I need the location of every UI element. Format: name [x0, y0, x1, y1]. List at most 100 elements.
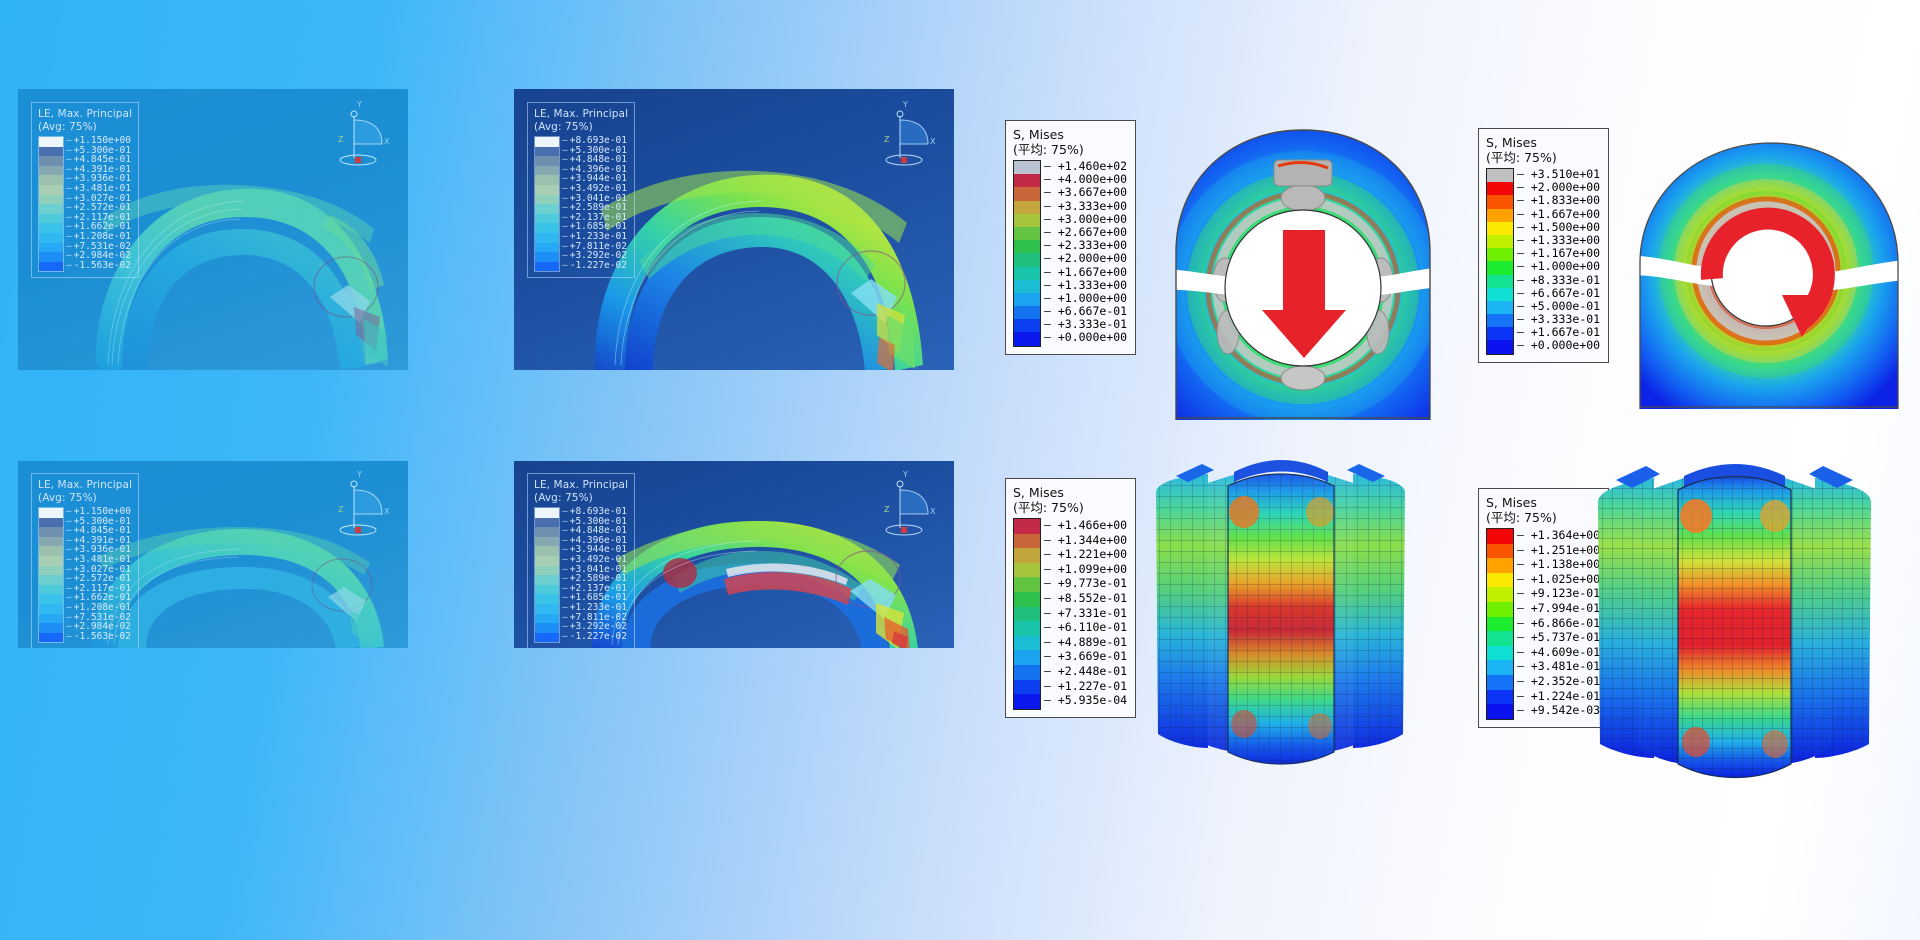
- legend-swatch: [535, 508, 559, 518]
- legend-swatch: [39, 575, 63, 585]
- legend-swatch: [39, 536, 63, 547]
- mises-tick: +8.333e-01: [1517, 273, 1600, 287]
- legend-tick: +3.936e-01: [66, 545, 131, 555]
- legend-tick: +3.041e-01: [562, 564, 627, 575]
- legend-swatch: [535, 204, 559, 214]
- legend-top-left: LE, Max. Principal (Avg: 75%) +1.150e+00…: [31, 102, 140, 279]
- legend-swatch: [535, 242, 559, 253]
- legend-swatch: [39, 242, 63, 253]
- mises-swatch: [1487, 704, 1513, 719]
- mises-tick: +6.866e-01: [1517, 616, 1600, 631]
- svg-text:X: X: [930, 137, 936, 146]
- mises-legend-tunnel-vertical: S, Mises (平均: 75%) +1.460e+02+4.000e+00+…: [1005, 120, 1137, 355]
- legend-swatch: [535, 213, 559, 224]
- mises-tick: +1.000e+00: [1517, 260, 1600, 273]
- legend-swatch: [39, 213, 63, 224]
- svg-text:Y: Y: [902, 470, 908, 479]
- orientation-triad-top-left: Y X Z: [330, 98, 394, 172]
- legend-tick: +4.391e-01: [66, 536, 131, 546]
- legend-swatch: [535, 223, 559, 233]
- legend-title: LE, Max. Principal: [534, 108, 629, 120]
- legend-swatch: [535, 555, 559, 566]
- legend-swatch: [39, 184, 63, 195]
- mises-tick: +1.333e+00: [1044, 278, 1127, 292]
- mises-title: S, Mises: [1013, 127, 1064, 142]
- legend-swatch: [39, 204, 63, 214]
- mises-tick: +3.669e-01: [1044, 649, 1127, 664]
- mises-tick: +3.333e-01: [1517, 312, 1600, 326]
- viewport-top-right[interactable]: LE, Max. Principal (Avg: 75%) +8.693e-01…: [514, 89, 954, 370]
- legend-swatch: [39, 146, 63, 157]
- mises-tick: +1.460e+02: [1044, 159, 1127, 173]
- mises-tick: +1.466e+00: [1044, 518, 1127, 533]
- legend-swatch: [39, 546, 63, 556]
- legend-tick: +2.572e-01: [66, 574, 131, 584]
- svg-text:Z: Z: [884, 505, 890, 514]
- legend-tick: +2.137e-01: [562, 213, 627, 223]
- mises-tick: +1.000e+00: [1044, 291, 1127, 305]
- mises-swatch: [1014, 635, 1040, 651]
- mises-swatch: [1487, 660, 1513, 675]
- mises-legend-tunnel-rotational: S, Mises (平均: 75%) +3.510e+01+2.000e+00+…: [1478, 128, 1610, 363]
- mises-tick: +1.138e+00: [1517, 557, 1600, 572]
- mises-tick: +6.667e-01: [1044, 304, 1127, 318]
- legend-swatch: [39, 252, 63, 262]
- legend-tick-values: +8.693e-01+5.300e-01+4.848e-01+4.396e-01…: [562, 136, 627, 272]
- tunnel-cross-section-rotational: [1632, 133, 1910, 411]
- mises-tick: +1.667e-01: [1517, 326, 1600, 339]
- mises-tick: +6.110e-01: [1044, 620, 1127, 635]
- legend-tick: +3.292e-02: [562, 251, 627, 261]
- mises-tick: +2.352e-01: [1517, 674, 1600, 689]
- mises-swatch: [1014, 679, 1040, 695]
- segment-ring-mesh-b: [1592, 458, 1877, 788]
- mises-tick: +1.333e+00: [1517, 233, 1600, 247]
- legend-tick: +1.208e-01: [66, 232, 131, 242]
- mises-swatch: [1014, 591, 1040, 607]
- legend-tick: +1.150e+00: [66, 507, 131, 517]
- mises-swatch: [1487, 182, 1513, 196]
- mises-tick: +1.364e+00: [1517, 528, 1600, 543]
- legend-swatch: [39, 156, 63, 166]
- mises-tick-values: +1.460e+02+4.000e+00+3.667e+00+3.333e+00…: [1044, 159, 1127, 347]
- mises-tick: +4.889e-01: [1044, 635, 1127, 650]
- mises-swatch: [1014, 319, 1040, 333]
- legend-swatch: [535, 565, 559, 576]
- legend-swatch: [535, 632, 559, 643]
- legend-tick: +1.233e-01: [562, 232, 627, 242]
- mises-swatch: [1014, 174, 1040, 188]
- legend-swatch: [535, 232, 559, 243]
- legend-swatch: [39, 527, 63, 537]
- mises-swatch: [1487, 601, 1513, 617]
- mises-swatch: [1014, 213, 1040, 227]
- mises-color-swatches: [1013, 518, 1041, 710]
- mises-swatch: [1487, 261, 1513, 275]
- mises-swatch: [1487, 587, 1513, 602]
- viewport-bottom-left[interactable]: LE, Max. Principal (Avg: 75%) +1.150e+00…: [18, 461, 408, 648]
- legend-title: LE, Max. Principal: [534, 479, 629, 491]
- legend-swatch: [39, 613, 63, 624]
- legend-swatch: [535, 613, 559, 624]
- legend-color-swatches: [534, 136, 560, 273]
- legend-tick: +3.481e-01: [66, 184, 131, 194]
- mises-swatch: [1487, 631, 1513, 646]
- viewport-bottom-right[interactable]: LE, Max. Principal (Avg: 75%) +8.693e-01…: [514, 461, 954, 648]
- legend-tick: +3.027e-01: [66, 193, 131, 204]
- legend-swatch: [535, 575, 559, 585]
- mises-tick: +1.251e+00: [1517, 543, 1600, 558]
- legend-swatch: [39, 223, 63, 233]
- legend-tick-values: +1.150e+00+5.300e-01+4.845e-01+4.391e-01…: [66, 507, 131, 643]
- mises-swatch: [1014, 562, 1040, 578]
- mises-swatch: [1487, 274, 1513, 288]
- mises-subtitle: (平均: 75%): [1013, 142, 1084, 157]
- mises-swatch: [1487, 529, 1513, 544]
- arch-model-top-right: [579, 151, 949, 370]
- legend-tick: +4.848e-01: [562, 526, 627, 536]
- mises-swatch: [1487, 340, 1513, 354]
- legend-bottom-left: LE, Max. Principal (Avg: 75%) +1.150e+00…: [31, 473, 140, 648]
- legend-swatch: [535, 252, 559, 262]
- mises-swatch: [1487, 543, 1513, 559]
- legend-swatch: [39, 137, 63, 147]
- viewport-top-left[interactable]: LE, Max. Principal (Avg: 75%) +1.150e+00…: [18, 89, 408, 370]
- mises-swatch: [1014, 533, 1040, 549]
- mises-tick: +7.331e-01: [1044, 606, 1127, 621]
